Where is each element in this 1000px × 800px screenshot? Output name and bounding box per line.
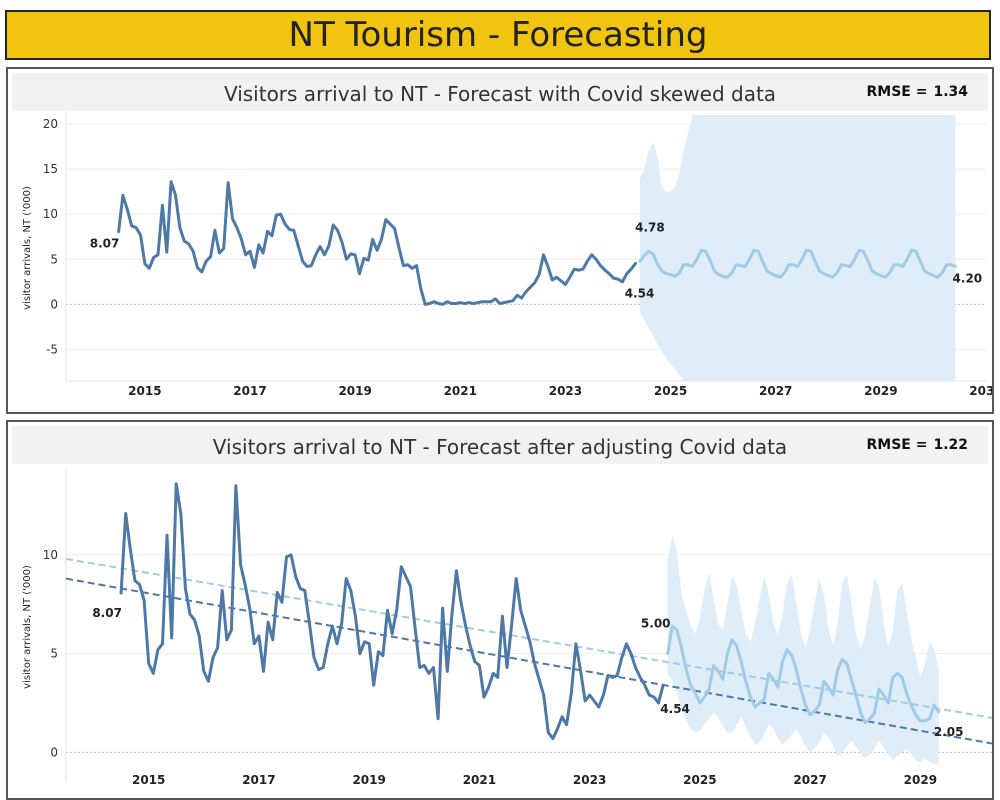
- y-axis-label: visitor arrivals, NT ('000): [22, 565, 33, 689]
- x-tick-label: 2025: [654, 384, 687, 398]
- y-tick-label: 0: [50, 745, 58, 759]
- data-label: 5.00: [641, 617, 671, 631]
- rmse-value: 1.34: [933, 84, 968, 100]
- x-tick-label: 2019: [338, 384, 371, 398]
- x-tick-label: 2029: [904, 773, 937, 787]
- chart-panel-covid-adjusted: Visitors arrival to NT - Forecast after …: [6, 420, 994, 800]
- rmse-label: RMSE =: [866, 437, 928, 453]
- y-tick-label: 10: [43, 548, 58, 562]
- x-tick-label: 2023: [573, 773, 606, 787]
- rmse-label: RMSE =: [866, 84, 928, 100]
- chart-covid-adjusted: 10 5 0 visitor arrivals, NT ('000) 2015 2017 2…: [22, 468, 992, 787]
- x-tick-label: 2027: [759, 384, 792, 398]
- y-tick-label: 20: [43, 117, 58, 131]
- chart-header: Visitors arrival to NT - Forecast with C…: [12, 73, 988, 111]
- data-label: 2.05: [934, 725, 964, 739]
- x-tick-label: 2019: [352, 773, 385, 787]
- data-label: 4.20: [953, 271, 983, 285]
- dashboard-title: NT Tourism - Forecasting: [288, 15, 708, 55]
- data-label: 4.54: [660, 702, 690, 716]
- y-axis-label: visitor arrivals, NT ('000): [22, 186, 33, 310]
- x-tick-label: 2025: [683, 773, 716, 787]
- chart-title: Visitors arrival to NT - Forecast with C…: [223, 82, 777, 106]
- chart-title: Visitors arrival to NT - Forecast after …: [212, 435, 788, 459]
- plot-area: [66, 482, 992, 765]
- x-tick-label: 2017: [233, 384, 266, 398]
- plot-area: [117, 115, 957, 381]
- data-label: 4.54: [625, 286, 655, 300]
- trend-forecast-line: [66, 557, 992, 719]
- y-tick-label: 10: [43, 207, 58, 221]
- forecast-series-line: [638, 248, 957, 279]
- rmse-value: 1.22: [933, 437, 968, 453]
- y-tick-label: 0: [50, 297, 58, 311]
- x-tick-label: 2015: [128, 384, 161, 398]
- x-tick-label: 2015: [132, 773, 165, 787]
- forecast-confidence-band: [667, 535, 939, 765]
- actual-series-line: [117, 180, 637, 306]
- data-label: 8.07: [92, 606, 122, 620]
- forecast-series-line: [666, 624, 941, 725]
- chart-panel-covid-skewed: Visitors arrival to NT - Forecast with C…: [6, 67, 994, 414]
- rmse-readout: RMSE = 1.22: [866, 437, 968, 453]
- x-tick-label: 2023: [549, 384, 582, 398]
- forecast-confidence-band: [639, 115, 956, 381]
- x-tick-label: 2021: [444, 384, 477, 398]
- y-tick-label: 5: [50, 252, 58, 266]
- x-tick-label: 2021: [463, 773, 496, 787]
- data-label: 8.07: [90, 237, 120, 251]
- rmse-readout: RMSE = 1.34: [866, 84, 968, 100]
- dashboard-title-bar: NT Tourism - Forecasting: [5, 10, 991, 60]
- chart-header: Visitors arrival to NT - Forecast after …: [12, 426, 988, 464]
- y-tick-label: 15: [43, 162, 58, 176]
- y-tick-label: -5: [46, 342, 58, 356]
- actual-series-line: [119, 482, 665, 741]
- x-tick-label: 2027: [793, 773, 826, 787]
- data-label: 4.78: [635, 220, 665, 234]
- x-tick-label: 2029: [864, 384, 897, 398]
- y-tick-label: 5: [50, 647, 58, 661]
- x-tick-label: 2017: [242, 773, 275, 787]
- x-tick-label: 2031: [969, 384, 992, 398]
